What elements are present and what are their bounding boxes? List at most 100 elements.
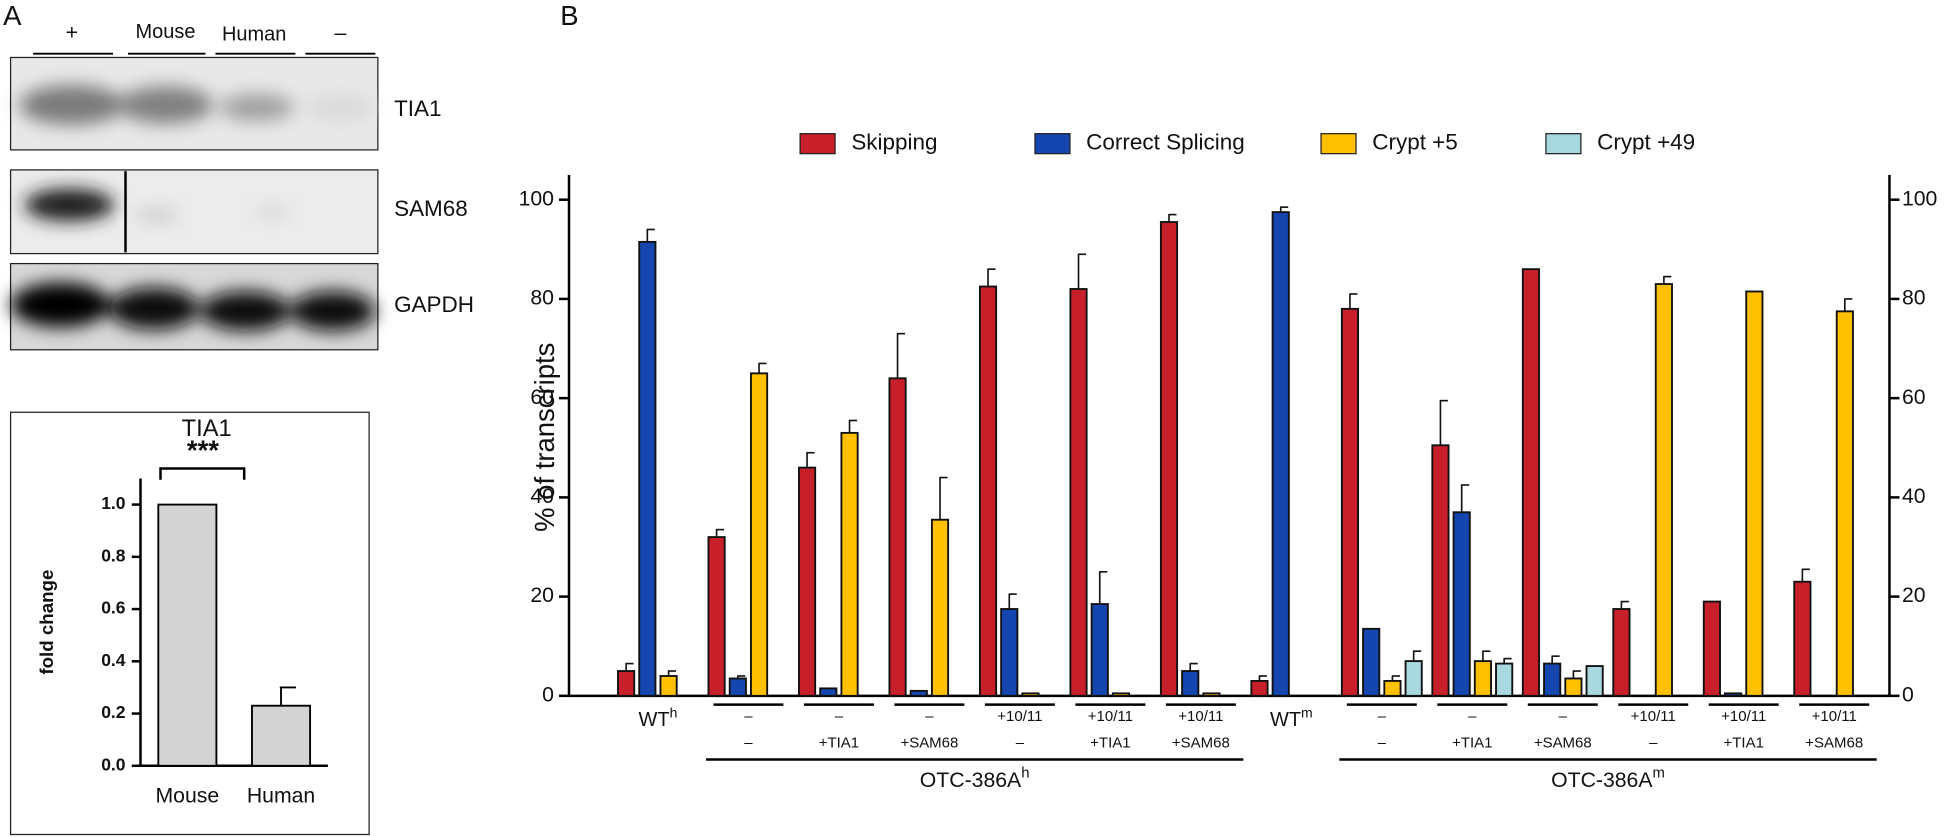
bar (1362, 627, 1381, 697)
legend-label: Crypt +49 (1597, 130, 1695, 155)
y-tick-label: 0.6 (101, 598, 126, 618)
y-tick-label: 60 (530, 386, 554, 409)
legend-label: Crypt +5 (1372, 130, 1458, 155)
x-tick-sublabel: +TIA1 (819, 734, 859, 751)
group-label-sup: h (1021, 765, 1029, 781)
x-tick-sublabel: – (1649, 734, 1658, 751)
legend-swatch (1034, 133, 1071, 155)
blot: + Mouse Human – TIA1 SAM68 GAPDH (9, 21, 474, 351)
y-axis-label: % of transcripts (529, 343, 560, 532)
chart-title: TIA1 (182, 416, 232, 442)
y-tick-label: 0.4 (101, 650, 126, 670)
lane-label: Human (222, 23, 286, 45)
y-tick-label: 0.2 (101, 702, 126, 722)
x-tick-label: +10/11 (1721, 708, 1766, 725)
x-tick-label-text: WT (639, 709, 670, 731)
bar (1159, 221, 1179, 697)
y-tick-label: 0 (542, 683, 554, 706)
bar (1745, 290, 1764, 697)
bar (1069, 288, 1088, 697)
y-tick-label: 1.0 (101, 493, 125, 513)
bar (157, 503, 218, 767)
y2-tick-label: 60 (1902, 386, 1926, 409)
bar (1340, 307, 1360, 697)
y-axis-label: fold change (36, 570, 57, 675)
x-tick-label: – (744, 708, 753, 725)
y-tick-label: 0.8 (101, 545, 126, 565)
bar (1452, 511, 1471, 697)
bar (888, 377, 907, 697)
bar (1202, 692, 1221, 697)
bar (1250, 680, 1269, 697)
x-tick-label-sup: h (670, 704, 678, 720)
bar (1521, 268, 1540, 697)
x-tick-label: +10/11 (997, 708, 1042, 725)
bar (1495, 662, 1514, 697)
y2-tick-label: 100 (1902, 187, 1937, 210)
legend-label: Skipping (851, 130, 937, 155)
x-tick-label: – (1559, 708, 1568, 725)
bar (1021, 692, 1040, 697)
bar (1585, 665, 1604, 697)
lane-label: Mouse (136, 21, 196, 43)
bar (798, 466, 817, 697)
legend-swatch (1320, 133, 1357, 155)
x-tick-label-text: WT (1270, 709, 1301, 731)
y2-tick-label: 0 (1902, 683, 1914, 706)
group-label-text: OTC-386A (1551, 768, 1653, 791)
bar (1473, 660, 1492, 697)
x-tick-label: Human (247, 785, 315, 808)
bar (1654, 283, 1673, 697)
x-tick-label: +10/11 (1631, 708, 1676, 725)
x-tick-label: – (1468, 708, 1477, 725)
band-label: GAPDH (394, 292, 474, 317)
x-tick-sublabel: +SAM68 (900, 734, 958, 751)
bands (19, 84, 376, 125)
x-tick-sublabel: +TIA1 (1090, 734, 1130, 751)
y-tick-label: 20 (530, 584, 554, 607)
bar (840, 431, 859, 697)
group-label: OTC-386Ah (920, 765, 1030, 791)
bar (251, 704, 312, 767)
bar (750, 372, 769, 697)
panel-label: B (560, 0, 578, 31)
bar (728, 677, 747, 697)
bar (1835, 310, 1854, 697)
x-tick-label: – (925, 708, 934, 725)
group-label-sup: m (1653, 765, 1665, 781)
band-label: SAM68 (394, 196, 468, 221)
x-tick-sublabel: – (1016, 734, 1025, 751)
x-tick-label: +10/11 (1178, 708, 1223, 725)
x-tick-label: WTh (639, 704, 678, 731)
x-tick-label: +10/11 (1088, 708, 1133, 725)
legend-label: Correct Splicing (1086, 130, 1245, 155)
group-label: OTC-386Am (1551, 765, 1665, 791)
bar (638, 240, 657, 697)
bar (909, 689, 928, 697)
bands (24, 188, 291, 222)
bar (1181, 670, 1200, 697)
bar (1702, 600, 1721, 697)
bar (1111, 692, 1131, 697)
x-tick-sublabel: +SAM68 (1805, 734, 1863, 751)
significance-bracket (159, 467, 246, 480)
x-tick-label: WTm (1270, 704, 1313, 731)
bar (1612, 608, 1631, 697)
x-tick-label: Mouse (156, 785, 220, 808)
panel-label: A (3, 0, 22, 31)
x-tick-sublabel: +SAM68 (1534, 734, 1592, 751)
x-tick-sublabel: – (1378, 734, 1387, 751)
chart-frame (9, 411, 370, 836)
bands (10, 282, 376, 332)
y2-tick-label: 80 (1902, 287, 1926, 310)
bar (1564, 677, 1583, 697)
bar (978, 285, 998, 697)
x-tick-sublabel: +TIA1 (1452, 734, 1492, 751)
bar (707, 536, 726, 697)
bar (930, 518, 950, 697)
x-tick-sublabel: +SAM68 (1172, 734, 1230, 751)
bar (1543, 662, 1562, 697)
lane-label: – (334, 21, 346, 44)
bar (819, 687, 838, 697)
